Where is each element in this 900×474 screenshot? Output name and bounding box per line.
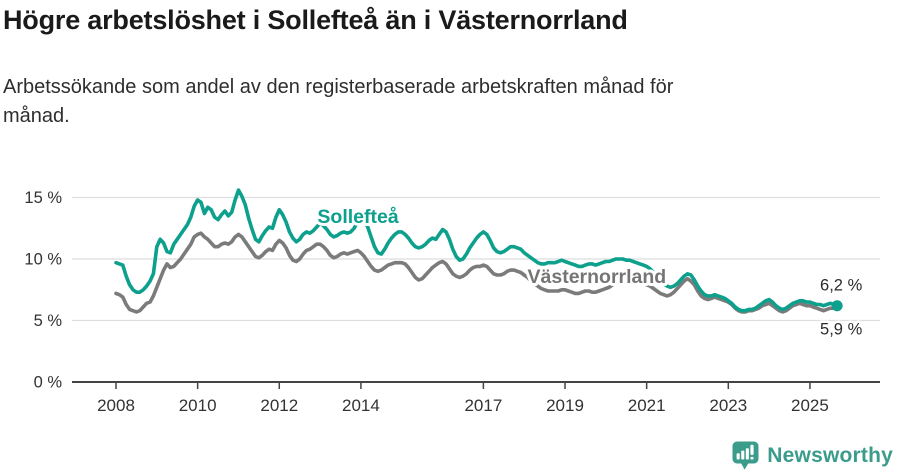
page-title: Högre arbetslöshet i Sollefteå än i Väst… bbox=[3, 5, 628, 35]
chart-area: 0 % 5 % 10 % 15 % 2008 2010 2012 2014 2017 2019 20… bbox=[0, 160, 900, 460]
bar-3 bbox=[746, 448, 750, 460]
y-tick-label-15: 15 % bbox=[24, 189, 62, 207]
subtitle-line-1: Arbetssökande som andel av den registerb… bbox=[3, 76, 674, 98]
y-tick-label-10: 10 % bbox=[24, 251, 62, 269]
exclamation-stem bbox=[750, 444, 754, 455]
speech-bubble-shape bbox=[732, 441, 759, 470]
brand-logo[interactable]: Newsworthy bbox=[732, 441, 893, 471]
x-tick-label-2014: 2014 bbox=[342, 396, 380, 415]
x-tick-label-2010: 2010 bbox=[179, 396, 217, 415]
end-value-label-sollefteå: 6,2 % bbox=[820, 277, 863, 295]
y-tick-label-0: 0 % bbox=[34, 374, 63, 392]
x-tick-label-2008: 2008 bbox=[97, 396, 135, 415]
bar-1 bbox=[736, 453, 740, 460]
page-subtitle: Arbetssökande som andel av den registerb… bbox=[3, 73, 863, 131]
subtitle-line-2: månad. bbox=[3, 105, 70, 127]
brand-name: Newsworthy bbox=[767, 444, 893, 467]
bar-2 bbox=[741, 450, 745, 460]
x-tick-label-2025: 2025 bbox=[791, 396, 829, 415]
series-label-sollefteå: Sollefteå bbox=[317, 205, 398, 228]
newsworthy-bubble-barchart-icon bbox=[732, 441, 759, 470]
exclamation-dot bbox=[750, 456, 754, 460]
end-value-label-sollefteå-halo: 6,2 % bbox=[820, 277, 863, 295]
end-value-label-västernorrland: 5,9 % bbox=[820, 320, 863, 338]
x-tick-label-2019: 2019 bbox=[546, 396, 584, 415]
x-tick-label-2012: 2012 bbox=[260, 396, 298, 415]
x-tick-label-2017: 2017 bbox=[464, 396, 502, 415]
series-label-sollefteå-halo: Sollefteå bbox=[317, 205, 398, 228]
end-value-label-västernorrland-halo: 5,9 % bbox=[820, 320, 863, 338]
x-tick-label-2021: 2021 bbox=[628, 396, 666, 415]
series-label-västernorrland-halo: Västernorrland bbox=[528, 266, 667, 288]
series-end-dot bbox=[831, 300, 843, 312]
chart-canvas: 0 % 5 % 10 % 15 % 2008 2010 2012 2014 2017 2019 20… bbox=[24, 188, 880, 415]
series-line-västernorrland bbox=[114, 231, 840, 314]
x-tick-label-2023: 2023 bbox=[709, 396, 747, 415]
series-line-sollefteå bbox=[114, 188, 840, 313]
series-label-västernorrland: Västernorrland bbox=[528, 266, 667, 288]
y-tick-label-5: 5 % bbox=[34, 312, 63, 330]
